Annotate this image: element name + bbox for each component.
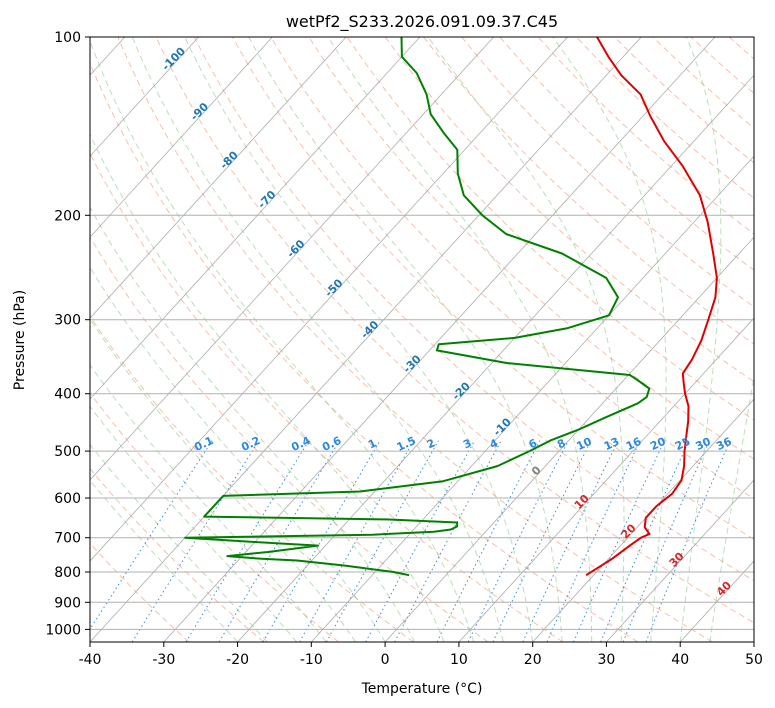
mixing-ratio-line [467, 440, 569, 642]
y-tick-label: 700 [54, 531, 81, 547]
moist-adiabat [679, 37, 722, 642]
mixing-ratio-label: 10 [575, 435, 595, 453]
moist-adiabat [90, 266, 386, 642]
moist-adiabat [552, 37, 667, 642]
y-tick-label: 600 [54, 491, 81, 507]
dry-adiabat [90, 152, 564, 642]
profile-layer [184, 37, 718, 577]
dry-adiabat [90, 235, 489, 642]
moist-adiabat [131, 37, 504, 642]
mixing-ratio-line [299, 440, 415, 642]
y-tick-label: 900 [54, 595, 81, 611]
isotherm [311, 155, 754, 642]
isotherm [237, 74, 754, 642]
dry-adiabat [193, 37, 754, 582]
mixing-ratio-line [365, 440, 476, 642]
x-tick-label: 40 [671, 652, 689, 668]
moist-adiabat [327, 37, 593, 642]
moist-adiabat [90, 479, 238, 642]
isotherm [384, 236, 754, 642]
moist-adiabat [248, 37, 563, 642]
x-tick-label: 10 [450, 652, 468, 668]
mixing-ratio-label: 16 [624, 435, 644, 453]
isotherm [458, 317, 754, 642]
isotherm [90, 37, 347, 319]
mixing-ratio-line [262, 440, 381, 642]
moist-adiabat [427, 37, 625, 642]
y-tick-label: 800 [54, 565, 81, 581]
dry-adiabat [90, 392, 339, 642]
plot-frame [89, 36, 755, 643]
mixing-ratio-label: 25 [673, 435, 692, 453]
moist-adiabat [90, 443, 268, 642]
x-tick-label: -10 [300, 652, 323, 668]
x-tick-label: -40 [79, 652, 102, 668]
x-tick-label: -20 [226, 652, 249, 668]
isotherm [90, 37, 494, 481]
x-tick-label: 50 [745, 652, 763, 668]
mixing-ratio-line [492, 440, 592, 642]
tick-layer: -40 -30 -20 -10 0 10 20 30 40 50 100 200 300 400 500 60… [45, 30, 763, 668]
dewpoint-line [184, 37, 651, 577]
isotherm [90, 37, 199, 157]
mixing-ratio-line [645, 440, 731, 642]
mixing-ratio-line [436, 440, 541, 642]
x-tick-label: -30 [152, 652, 175, 668]
x-axis-title: Temperature (°C) [361, 681, 483, 697]
dry-adiabat [90, 467, 265, 642]
dry-adiabat [308, 37, 754, 460]
mixing-ratio-label: 36 [714, 435, 734, 453]
y-tick-label: 200 [54, 208, 81, 224]
moist-adiabat [90, 318, 357, 642]
mixing-ratio-line [185, 440, 310, 642]
moist-adiabat [90, 405, 297, 642]
dry-adiabat [155, 37, 754, 624]
mixing-ratio-label: 20 [648, 435, 668, 453]
moist-adiabat [90, 133, 445, 642]
isotherm [532, 398, 754, 642]
isotherm [90, 37, 273, 238]
y-tick-label: 400 [54, 387, 81, 403]
moist-adiabat [90, 206, 416, 642]
y-tick-label: 300 [54, 313, 81, 329]
moist-adiabat [184, 37, 534, 642]
isotherm [90, 37, 421, 400]
isotherm [606, 479, 754, 642]
y-tick-label: 1000 [45, 622, 81, 638]
y-tick-label: 500 [54, 444, 81, 460]
mixing-ratio-line [218, 440, 341, 642]
dry-adiabat [270, 37, 754, 500]
mixing-ratio-label: 13 [602, 435, 621, 453]
dry-adiabat [461, 37, 754, 308]
y-axis-title: Pressure (hPa) [12, 290, 28, 390]
mixing-ratio-label: 30 [694, 435, 714, 453]
mixing-ratio-line [522, 440, 619, 642]
mixing-ratio-line [325, 440, 439, 642]
moist-adiabat [90, 364, 327, 642]
isotherm [90, 37, 568, 562]
moist-adiabat [709, 374, 754, 642]
dry-adiabat [117, 37, 713, 642]
chart-title: wetPf2_S233.2026.091.09.37.C45 [286, 12, 558, 32]
x-tick-label: 0 [381, 652, 390, 668]
temperature-line [585, 37, 718, 577]
dry-adiabat [90, 542, 190, 642]
y-tick-label: 100 [54, 30, 81, 46]
x-tick-label: 20 [524, 652, 542, 668]
x-tick-label: 30 [597, 652, 615, 668]
isotherm [90, 37, 642, 642]
